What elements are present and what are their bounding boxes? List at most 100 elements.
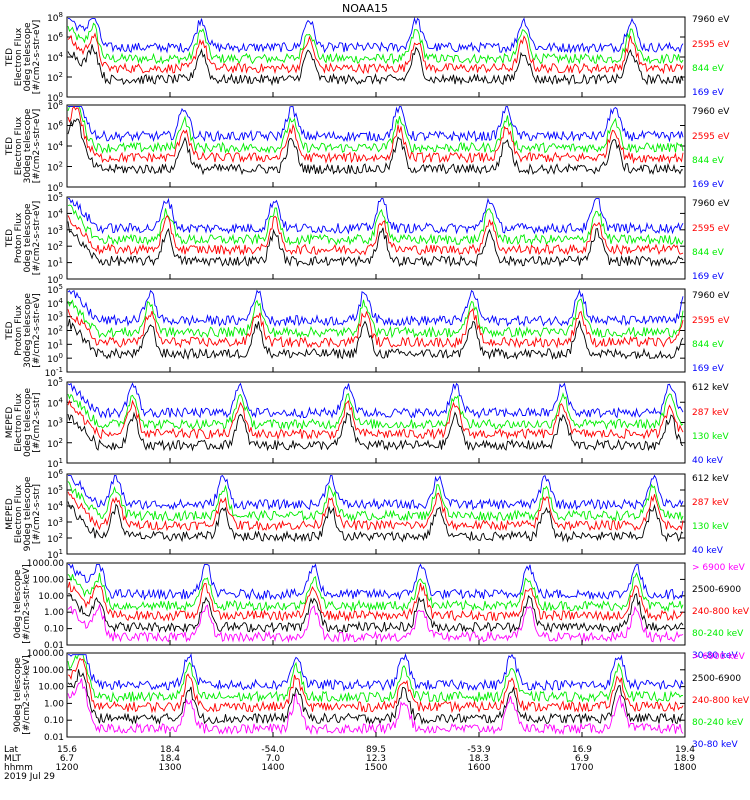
series-green	[67, 204, 684, 246]
series-black	[67, 221, 684, 268]
y-tick-label: 0.10	[44, 716, 64, 726]
series-red	[67, 32, 684, 75]
y-tick-label: 100.00	[33, 575, 65, 585]
series-black	[67, 319, 684, 361]
y-tick-label: 103	[47, 224, 63, 237]
y-axis-label: [#/cm2-s-str-keV]	[22, 564, 32, 643]
legend-entry: 7960 eV	[692, 291, 730, 301]
y-axis-label: [#/cm2-s-str-eV]	[32, 20, 42, 95]
y-axis-label: [#/cm2-s-str-eV]	[32, 109, 42, 184]
y-axis-label: 0deg telescope	[23, 388, 33, 458]
y-axis-label: TED	[5, 137, 15, 156]
series-black	[67, 411, 684, 452]
y-tick-label: 1000.00	[27, 649, 64, 659]
series-green	[67, 298, 684, 339]
series-red	[67, 399, 684, 441]
y-axis-label: TED	[5, 48, 15, 67]
y-tick-label: 1.00	[44, 699, 64, 709]
y-tick-label: 0.10	[44, 625, 64, 635]
legend-entry: 130 keV	[692, 432, 729, 442]
legend-entry: 40 keV	[692, 456, 724, 466]
plot-frame	[66, 473, 686, 555]
legend-entry: 844 eV	[692, 248, 725, 258]
series-green	[67, 571, 684, 613]
y-axis-label: [#/cm2-s-str-keV]	[22, 655, 32, 734]
x-row-label: hhmm	[4, 763, 33, 773]
y-tick-label: 1000.00	[27, 559, 64, 569]
panel-7: 0.01 0.10 1.00 10.00 100.00 1000.00 0deg teles…	[13, 559, 750, 661]
y-axis-label: 30deg telescope	[23, 293, 33, 368]
legend-entry: 2500-6900	[692, 674, 741, 684]
legend-entry: 2595 eV	[692, 40, 730, 50]
y-axis-label: Proton Flux	[14, 305, 24, 356]
x-tick-label-lat: 16.9	[572, 745, 592, 755]
legend-entry: 169 eV	[692, 180, 725, 190]
y-tick-label: 1.00	[44, 608, 64, 618]
series-red	[67, 215, 684, 256]
legend-entry: 7960 eV	[692, 107, 730, 117]
y-tick-label: 102	[47, 240, 63, 253]
y-tick-label: 102	[47, 161, 63, 174]
y-tick-label: 102	[47, 532, 63, 545]
y-tick-label: 101	[47, 257, 63, 270]
y-axis-label: [#/cm2-s-str]	[32, 392, 42, 452]
legend-entry: 2500-6900	[692, 585, 741, 595]
x-tick-label-mlt: 7.0	[266, 754, 281, 764]
x-row-label: Lat	[4, 745, 19, 755]
y-axis-label: Electron Flux	[14, 116, 24, 175]
legend-entry: 844 eV	[692, 64, 725, 74]
x-tick-label-hhmm: 1800	[674, 763, 697, 773]
y-axis-label: MEPED	[5, 407, 15, 439]
y-axis-label: Electron Flux	[14, 484, 24, 543]
y-tick-label: 106	[47, 120, 63, 133]
y-axis-label: Electron Flux	[14, 27, 24, 86]
series-green	[67, 22, 684, 65]
legend-entry: 30-80 keV	[692, 740, 738, 750]
legend-entry: 169 eV	[692, 364, 725, 374]
series-blue	[67, 289, 684, 328]
series-black	[67, 501, 684, 543]
y-axis-label: 0deg telescope	[23, 203, 33, 273]
y-axis-label: 90deg telescope	[23, 476, 33, 551]
legend-entry: 287 keV	[692, 408, 729, 418]
y-tick-label: 105	[47, 484, 63, 497]
panel-8: 0.01 0.10 1.00 10.00 100.00 1000.00 90deg tele…	[13, 649, 750, 750]
y-tick-label: 103	[47, 417, 63, 430]
y-tick-label: 100.00	[33, 666, 65, 676]
y-axis-label: TED	[5, 229, 15, 248]
series-green	[67, 654, 684, 703]
x-tick-label-mlt: 18.9	[675, 754, 695, 764]
series-green	[67, 481, 684, 523]
x-tick-label-lat: -54.0	[261, 745, 285, 755]
x-tick-label-hhmm: 1500	[365, 763, 388, 773]
legend-entry: 2595 eV	[692, 132, 730, 142]
legend-entry: 844 eV	[692, 340, 725, 350]
y-axis-label: 0deg telescope	[13, 569, 23, 639]
legend-entry: 2595 eV	[692, 224, 730, 234]
x-tick-label-lat: -53.9	[467, 745, 491, 755]
y-axis-label: 90deg telescope	[13, 657, 23, 732]
y-tick-label: 104	[47, 51, 63, 64]
series-blue	[68, 653, 684, 692]
y-tick-label: 10.00	[38, 592, 64, 602]
legend-entry: 169 eV	[692, 272, 725, 282]
y-tick-label: 104	[47, 396, 63, 409]
series-red	[67, 491, 684, 532]
legend-entry: 7960 eV	[692, 199, 730, 209]
legend-entry: 40 keV	[692, 546, 724, 556]
x-axis: LatMLThhmm15.66.7120018.418.41300-54.07.…	[4, 745, 697, 782]
series-blue	[68, 106, 684, 143]
series-red	[67, 307, 684, 349]
y-tick-label: 0.01	[44, 641, 64, 651]
legend-entry: 30-80 keV	[692, 651, 738, 661]
y-axis-label: 0deg telescope	[23, 22, 33, 92]
x-tick-label-hhmm: 1200	[56, 763, 79, 773]
y-axis-label: [#/cm2-s-str-eV]	[32, 293, 42, 368]
legend-entry: 844 eV	[692, 156, 725, 166]
figure-title: NOAA15	[342, 2, 388, 15]
